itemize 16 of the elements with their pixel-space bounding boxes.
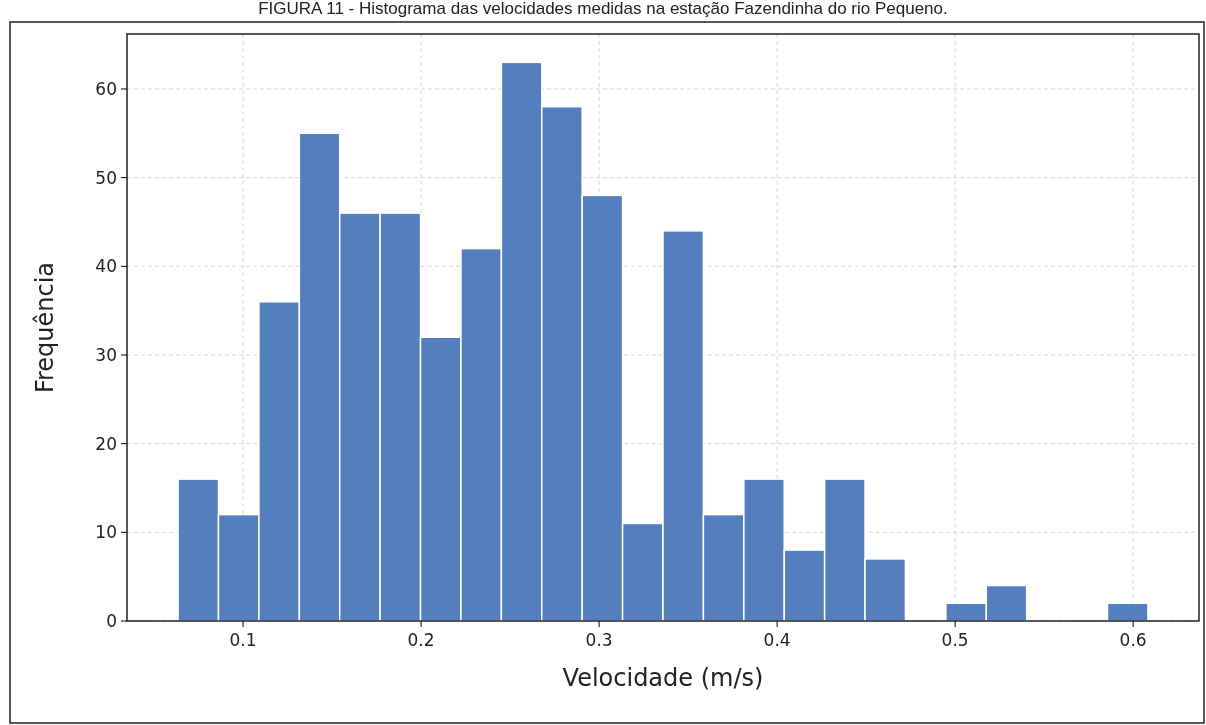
y-tick-label: 50 <box>95 167 117 188</box>
x-tick-label: 0.2 <box>407 630 435 650</box>
y-tick-label: 20 <box>95 433 117 454</box>
y-axis-title: Frequência <box>31 261 59 394</box>
y-tick-label: 40 <box>95 256 117 277</box>
x-tick-label: 0.5 <box>941 630 969 650</box>
x-tick-label: 0.1 <box>229 630 257 650</box>
y-tick-label: 10 <box>95 522 117 543</box>
x-tick-label: 0.4 <box>763 630 791 650</box>
y-tick-label: 30 <box>95 344 117 365</box>
x-tick-label: 0.3 <box>585 630 613 650</box>
y-tick-label: 0 <box>106 610 117 631</box>
y-tick-label: 60 <box>95 78 117 99</box>
x-axis-title: Velocidade (m/s) <box>562 664 764 692</box>
chart-title: FIGURA 11 - Histograma das velocidades medidas na estação Fazendinha do rio Pequeno. <box>258 0 948 18</box>
x-tick-label: 0.6 <box>1119 630 1147 650</box>
